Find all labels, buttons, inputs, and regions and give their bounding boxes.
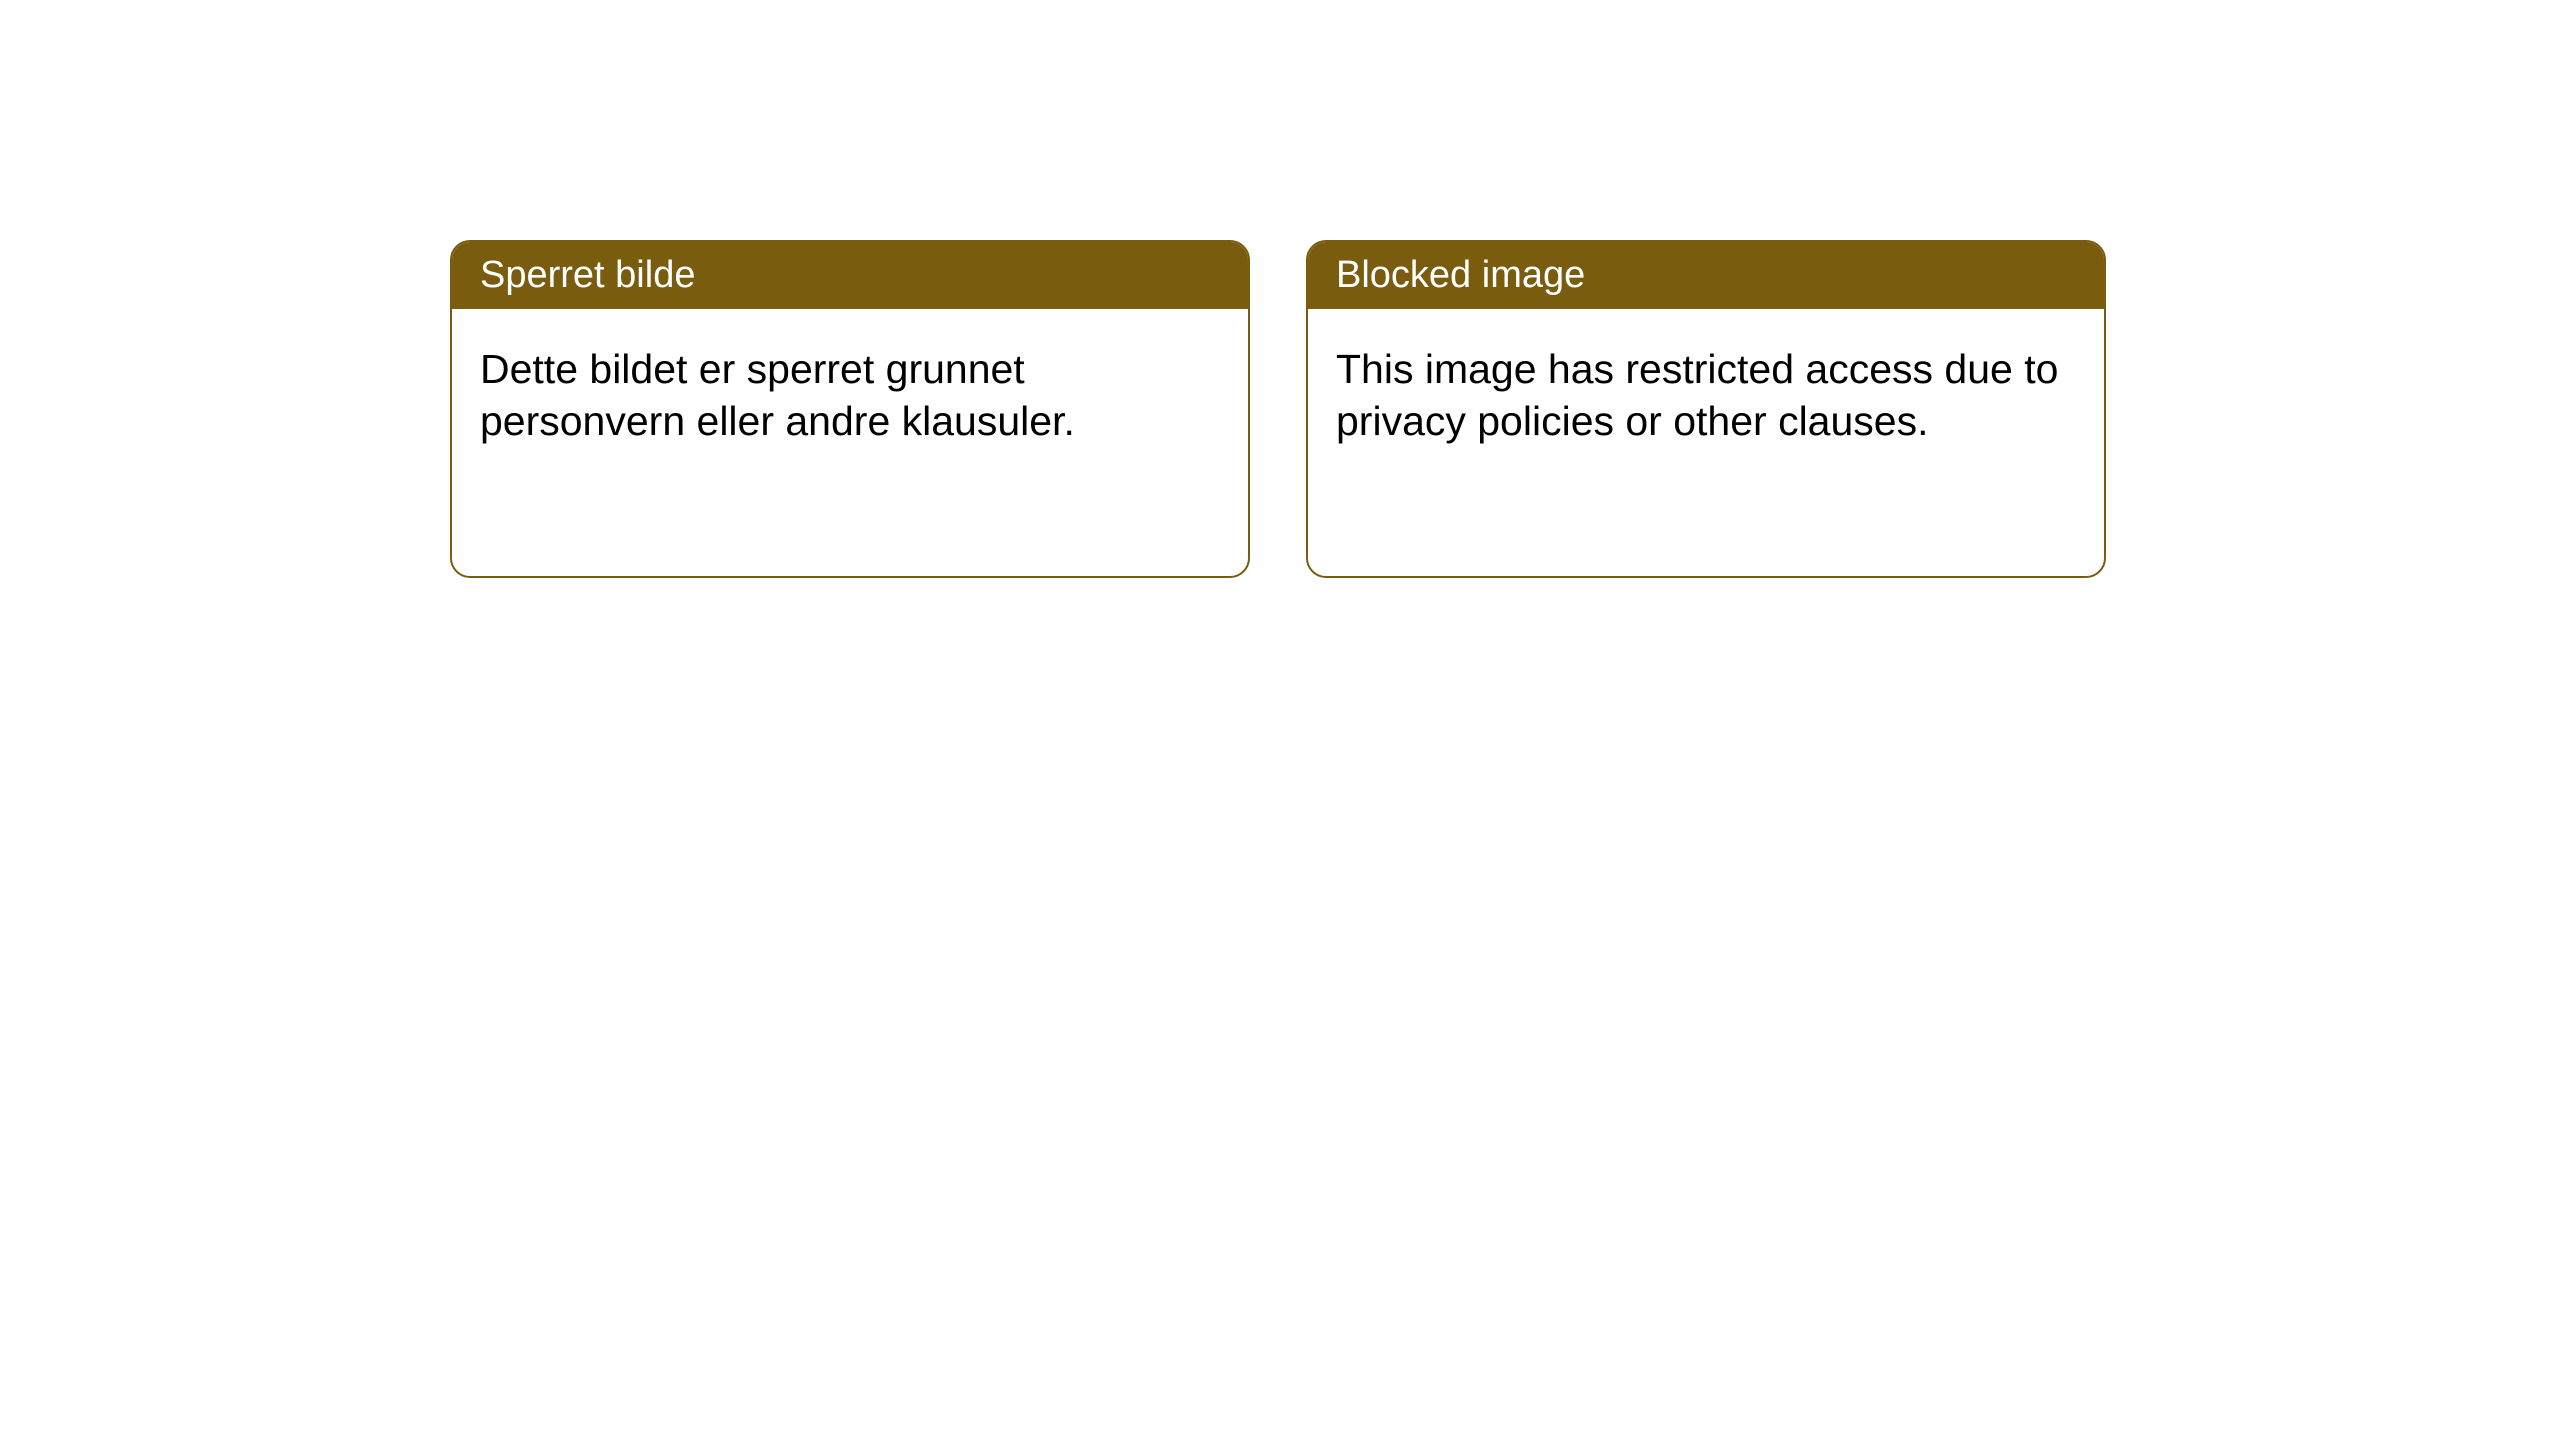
notice-body-en: This image has restricted access due to … — [1308, 309, 2104, 481]
notice-card-no: Sperret bilde Dette bildet er sperret gr… — [450, 240, 1250, 578]
notice-title-no: Sperret bilde — [480, 254, 695, 296]
notice-text-no: Dette bildet er sperret grunnet personve… — [480, 346, 1075, 444]
notice-container: Sperret bilde Dette bildet er sperret gr… — [0, 0, 2560, 578]
notice-body-no: Dette bildet er sperret grunnet personve… — [452, 309, 1248, 481]
notice-header-no: Sperret bilde — [452, 242, 1248, 309]
notice-header-en: Blocked image — [1308, 242, 2104, 309]
notice-text-en: This image has restricted access due to … — [1336, 346, 2058, 444]
notice-card-en: Blocked image This image has restricted … — [1306, 240, 2106, 578]
notice-title-en: Blocked image — [1336, 254, 1585, 296]
